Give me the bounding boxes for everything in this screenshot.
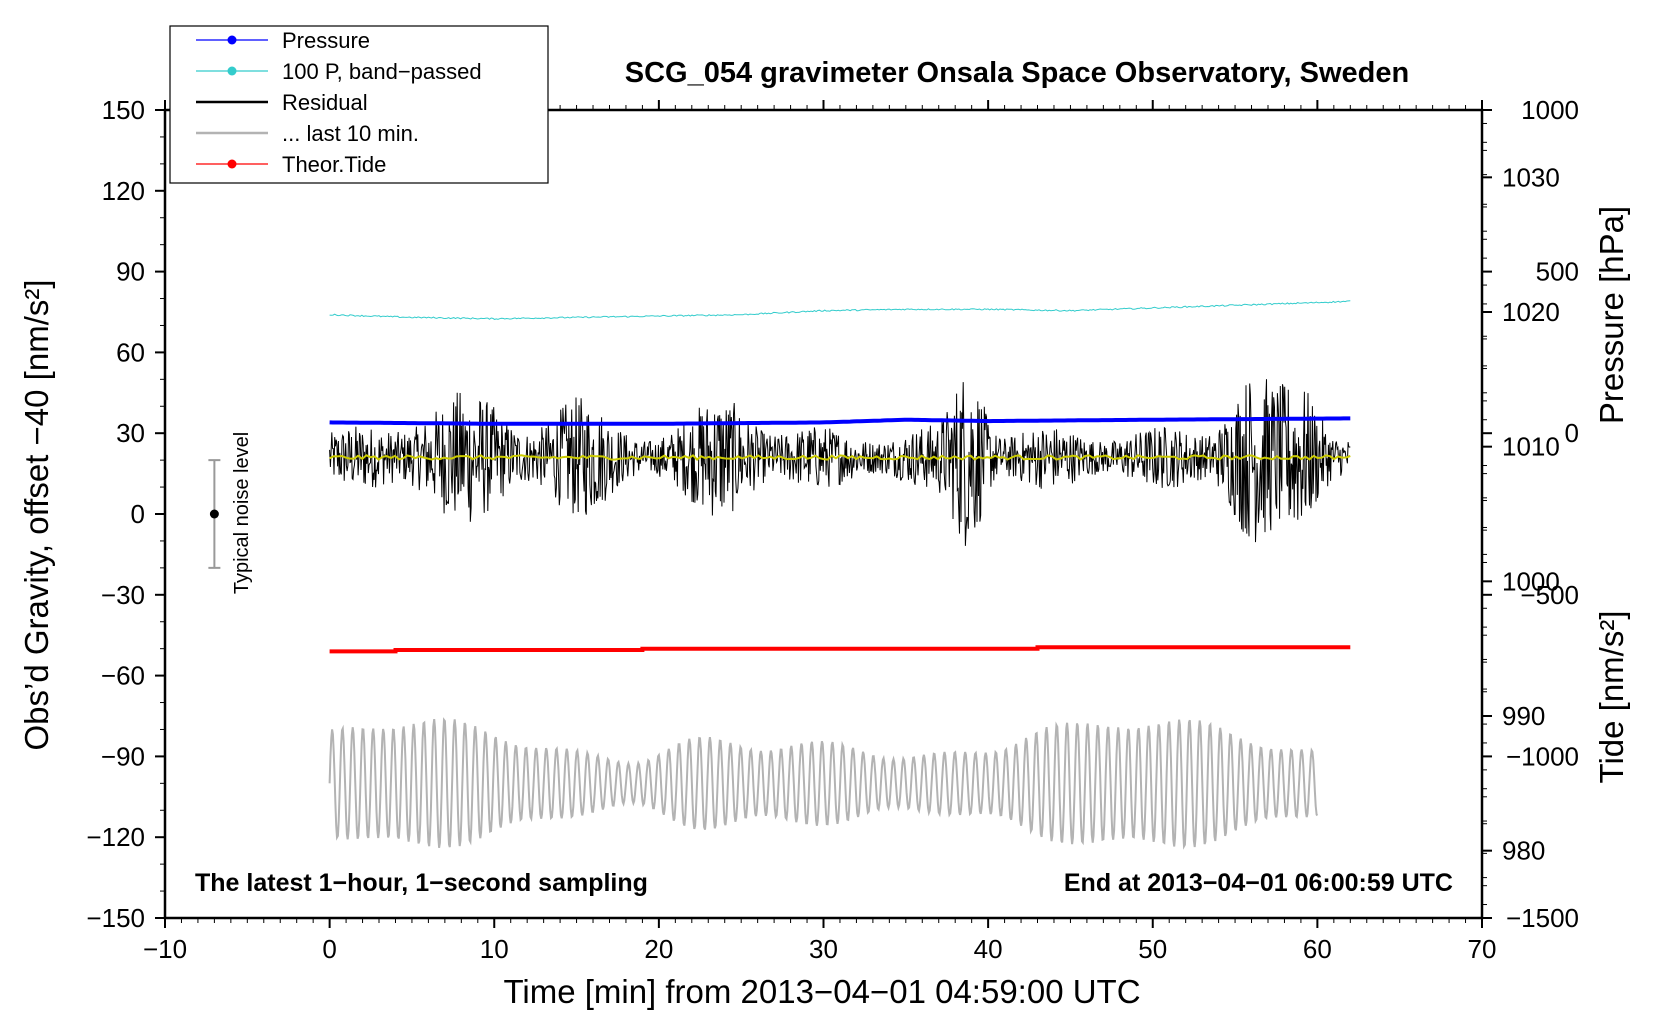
sampling-note: The latest 1−hour, 1−second sampling [195, 869, 648, 897]
y-tick-label-left: −60 [101, 661, 145, 691]
end-time-note: End at 2013−04−01 06:00:59 UTC [1064, 869, 1453, 897]
noise-level-label: Typical noise level [231, 432, 253, 594]
y-tick-label-tide: −1500 [1506, 903, 1579, 933]
series-last-10-min [328, 717, 1319, 850]
legend-box [169, 25, 549, 184]
y-axis-label-pressure: Pressure [hPa] [1593, 206, 1630, 424]
axis-minor-ticks [160, 105, 1487, 923]
series-pressure-bandpassed [329, 300, 1351, 320]
y-tick-label-left: 150 [102, 95, 145, 125]
noise-bar-center [209, 509, 219, 519]
x-tick-label: 30 [809, 934, 838, 964]
y-tick-label-tide: 500 [1536, 257, 1579, 287]
chart-title: SCG_054 gravimeter Onsala Space Observat… [625, 57, 1409, 89]
legend: Pressure 100 P, band−passed Residual ... la… [169, 25, 549, 184]
y-tick-label-left: −150 [86, 903, 145, 933]
x-tick-label: −10 [143, 934, 187, 964]
x-tick-label: 40 [974, 934, 1003, 964]
y-tick-label-pressure: 1020 [1502, 297, 1560, 327]
y-tick-label-left: −30 [101, 580, 145, 610]
y-tick-label-tide: 0 [1565, 418, 1579, 448]
series-layer [328, 300, 1351, 850]
legend-marker [227, 159, 237, 169]
legend-label: ... last 10 min. [282, 121, 419, 146]
legend-label: Theor.Tide [282, 152, 386, 177]
y-tick-label-left: 120 [102, 176, 145, 206]
y-tick-label-tide: −500 [1520, 580, 1579, 610]
x-tick-label: 0 [322, 934, 336, 964]
y-tick-label-pressure: 1010 [1502, 432, 1560, 462]
legend-marker [227, 35, 237, 45]
x-tick-label: 70 [1468, 934, 1497, 964]
y-axis-label-tide: Tide [nm/s²] [1593, 611, 1630, 784]
y-tick-label-left: −90 [101, 741, 145, 771]
legend-marker [227, 66, 237, 76]
series-pressure [329, 416, 1351, 426]
y-tick-label-pressure: 990 [1502, 701, 1545, 731]
y-tick-label-left: 30 [116, 418, 145, 448]
series-residual [329, 379, 1351, 546]
x-tick-label: 10 [480, 934, 509, 964]
series-theoretical-tide [329, 645, 1351, 654]
y-tick-label-pressure: 980 [1502, 836, 1545, 866]
y-tick-label-pressure: 1030 [1502, 162, 1560, 192]
y-tick-label-tide: −1000 [1506, 741, 1579, 771]
y-tick-label-tide: 1000 [1521, 95, 1579, 125]
legend-label: 100 P, band−passed [282, 59, 482, 84]
x-tick-label: 60 [1303, 934, 1332, 964]
y-axis-label-left: Obs’d Gravity, offset −40 [nm/s²] [18, 279, 55, 750]
x-tick-label: 50 [1138, 934, 1167, 964]
x-axis-label: Time [min] from 2013−04−01 04:59:00 UTC [503, 973, 1140, 1010]
axis-tick-labels: −10 0 10 20 30 40 50 60 701501209060300−30−60−90… [86, 95, 1579, 964]
y-tick-label-left: −120 [86, 822, 145, 852]
y-tick-label-left: 90 [116, 257, 145, 287]
y-tick-label-pressure: 1000 [1502, 566, 1560, 596]
legend-label: Pressure [282, 28, 370, 53]
y-tick-label-left: 60 [116, 337, 145, 367]
y-tick-label-left: 0 [131, 499, 145, 529]
legend-label: Residual [282, 90, 368, 115]
x-tick-label: 20 [644, 934, 673, 964]
series-running-mean [329, 454, 1351, 461]
noise-level-bar [208, 459, 221, 569]
